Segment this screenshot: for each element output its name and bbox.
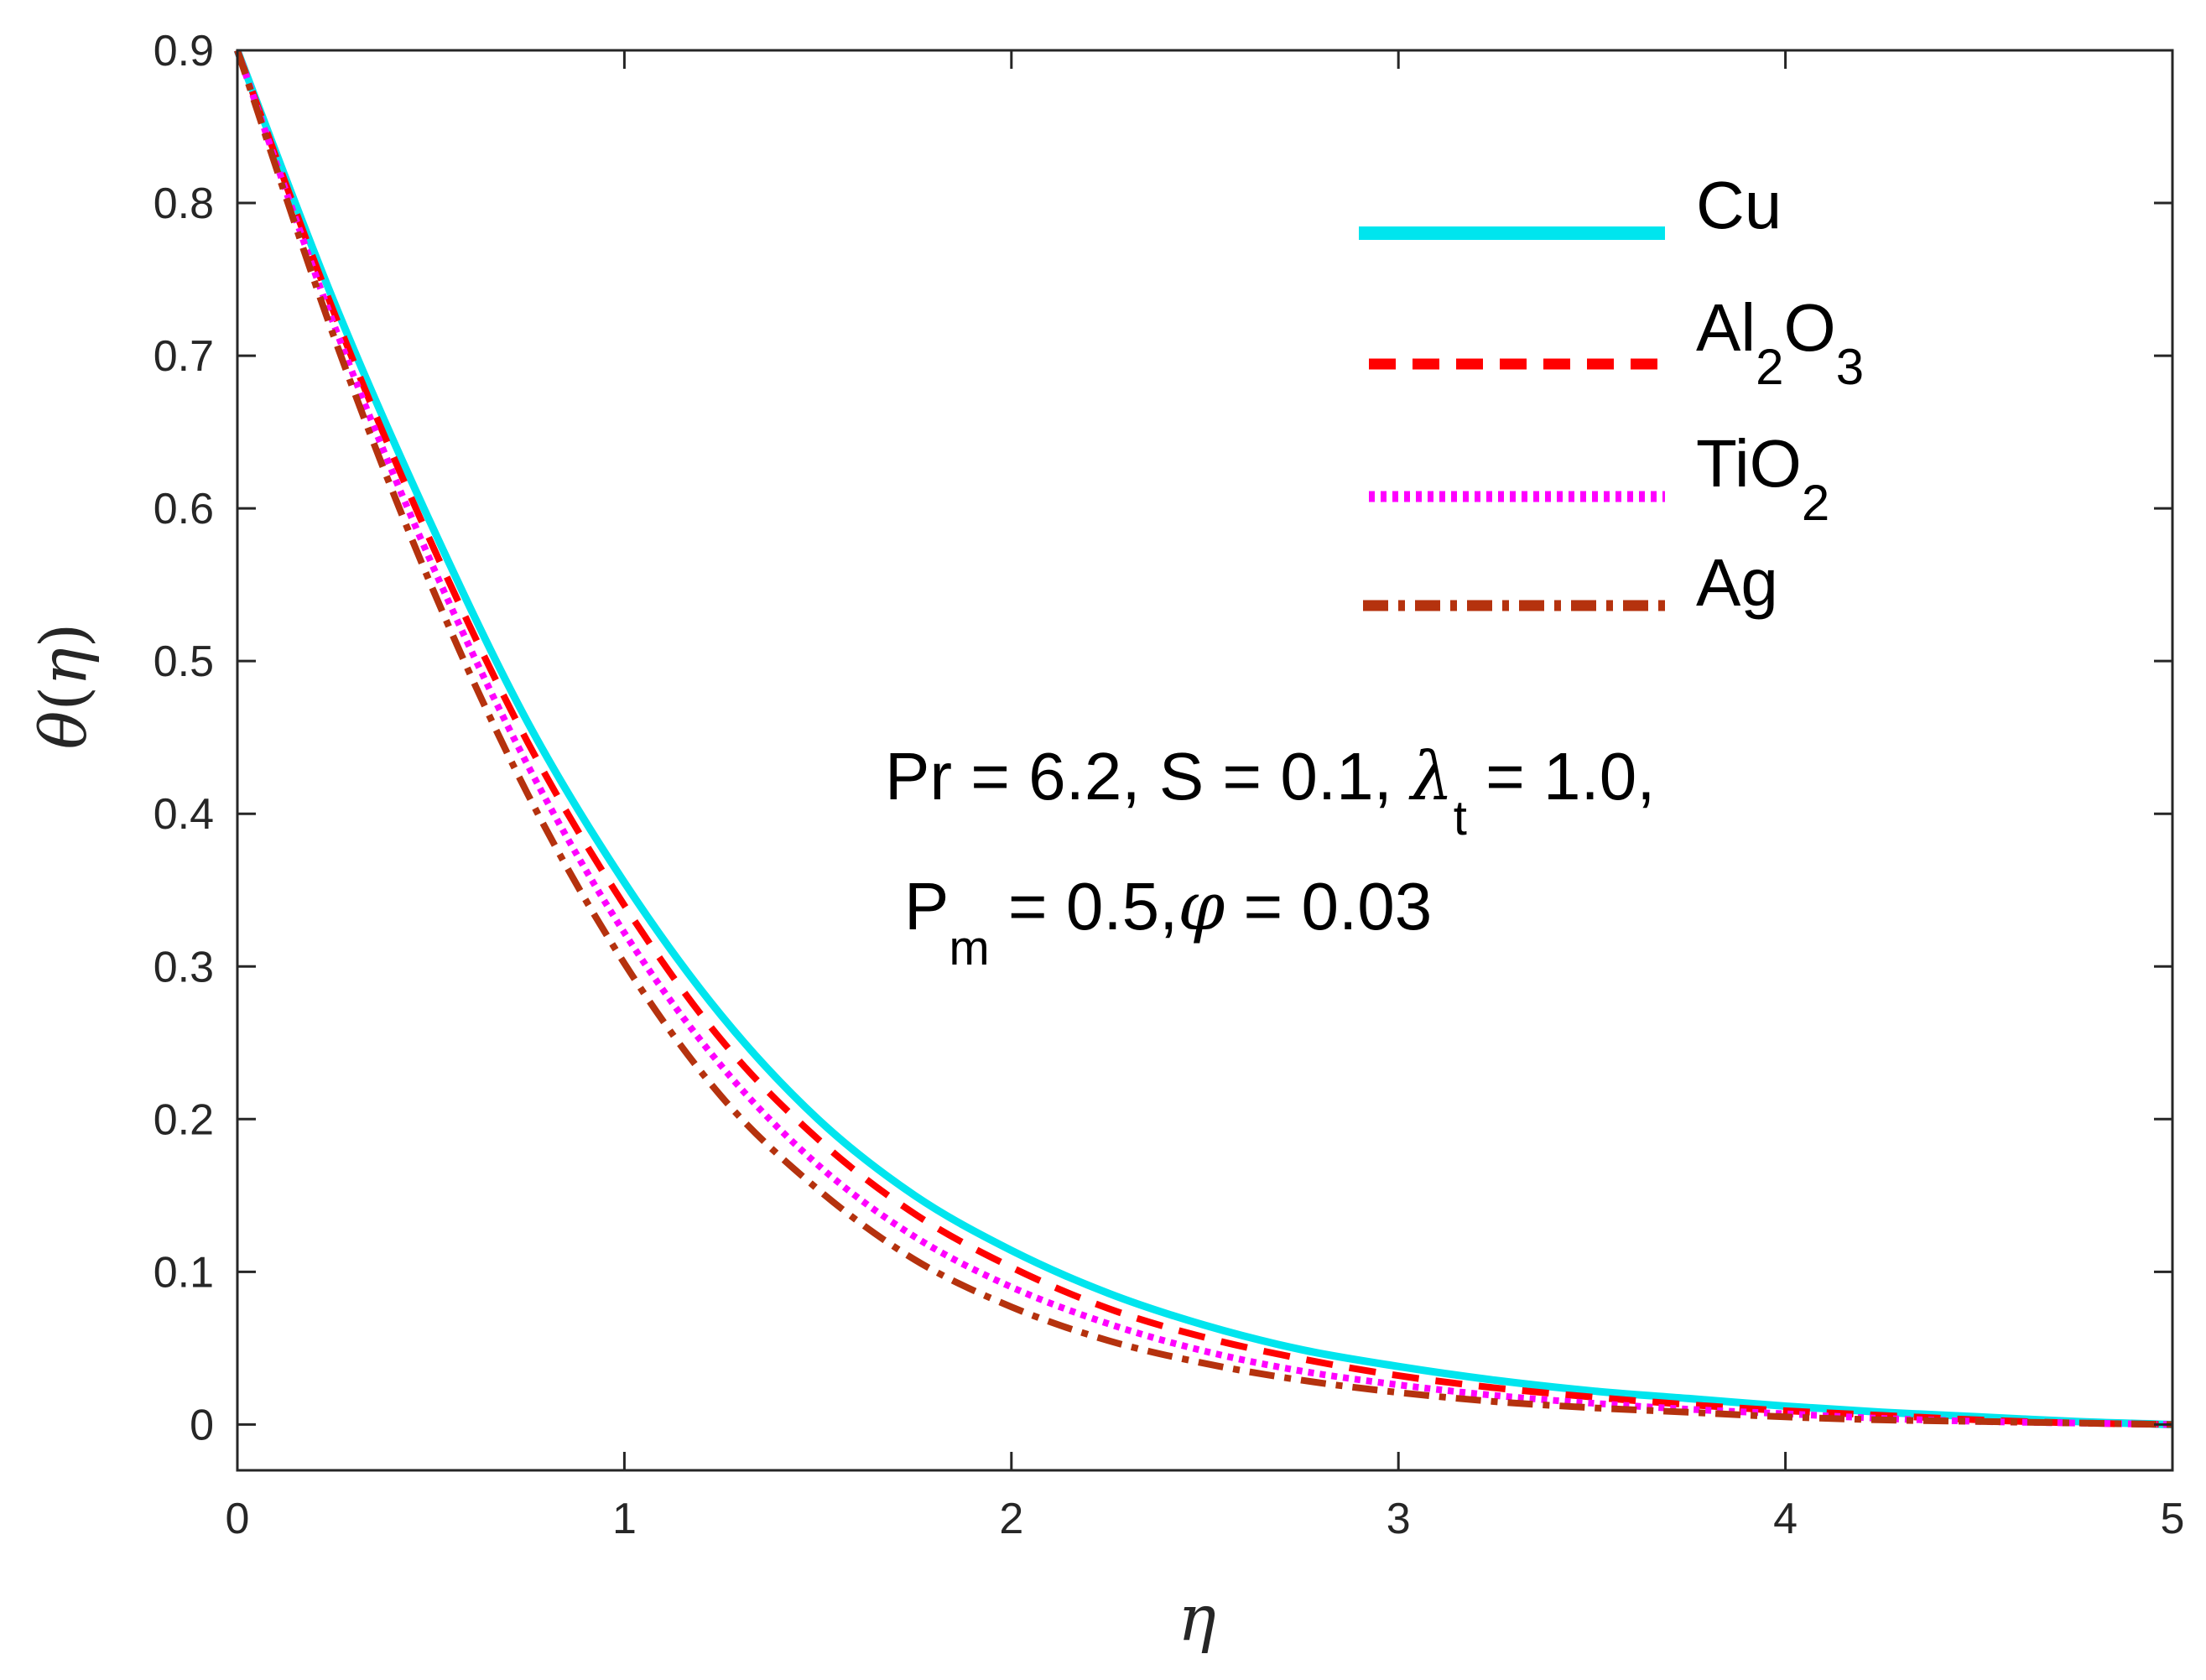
annotation-line-1: Pr = 6.2, S = 0.1, λt = 1.0, [885,737,1655,845]
annotation-phi-value: = 0.03 [1225,869,1432,944]
annotation-pr-s: Pr = 6.2, S = 0.1, [885,739,1411,814]
x-tick-label-2: 2 [999,1495,1023,1543]
annotation-lambda-subscript: t [1454,791,1467,845]
legend-label-part-al2o3-1: O [1784,290,1836,365]
y-tick-label-0.6: 0.6 [153,485,214,533]
y-tick-label-0.8: 0.8 [153,179,214,228]
y-axis-label-symbol: θ [26,711,101,750]
legend-label-part-al2o3-2: 3 [1836,339,1864,395]
x-tick-label-0: 0 [226,1495,250,1543]
legend-label-part-tio2-0: 2 [1802,475,1829,531]
x-axis-label: η [1178,1580,1216,1655]
annotation-p-value: = 0.5, [990,869,1178,944]
legend-label-main-tio2: TiO [1696,426,1802,501]
legend-label-al2o3: Al2O3 [1696,290,1864,395]
x-tick-label-5: 5 [2161,1495,2185,1543]
annotation-lambda-symbol: λ [1408,737,1454,815]
x-tick-label-4: 4 [1773,1495,1798,1543]
x-tick-label-3: 3 [1387,1495,1411,1543]
y-tick-label-0.2: 0.2 [153,1095,214,1144]
annotation-line-2: Pm = 0.5,φ = 0.03 [904,867,1432,975]
y-tick-label-0.1: 0.1 [153,1248,214,1297]
y-axis-label-open-paren: ( [26,686,101,711]
legend-label-main-ag: Ag [1696,545,1778,620]
legend-label-main-cu: Cu [1696,168,1782,242]
legend-label-cu: Cu [1696,168,1782,242]
annotation-p: P [904,869,949,944]
series-group [233,49,2173,1428]
y-axis-label: θ(η) [26,623,101,750]
annotation-phi-symbol: φ [1178,867,1225,945]
y-axis-label-arg: η [26,648,101,686]
y-tick-label-0.9: 0.9 [153,27,214,75]
ticks-group: 0 1 2 3 4 500.10.20.30.40.50.60.70.80.9 [153,27,2185,1543]
series-line-cu [233,49,2173,1428]
x-tick-label-1: 1 [612,1495,637,1543]
legend-label-ag: Ag [1696,545,1778,620]
y-tick-label-0.7: 0.7 [153,332,214,381]
parameter-annotation: Pr = 6.2, S = 0.1, λt = 1.0, Pm = 0.5,φ … [885,737,1655,975]
annotation-p-subscript: m [949,921,989,975]
legend-label-main-al2o3: Al [1696,290,1756,365]
legend-label-tio2: TiO2 [1696,426,1829,531]
y-tick-label-0: 0 [190,1401,214,1449]
y-axis-label-close-paren: ) [26,623,101,648]
y-tick-label-0.4: 0.4 [153,790,214,839]
legend-label-part-al2o3-0: 2 [1756,339,1783,395]
plot-frame [236,49,2174,1472]
annotation-lambda-value: = 1.0, [1467,739,1656,814]
y-tick-label-0.3: 0.3 [153,943,214,991]
series-line-tio2 [234,49,2173,1428]
y-tick-label-0.5: 0.5 [153,637,214,686]
